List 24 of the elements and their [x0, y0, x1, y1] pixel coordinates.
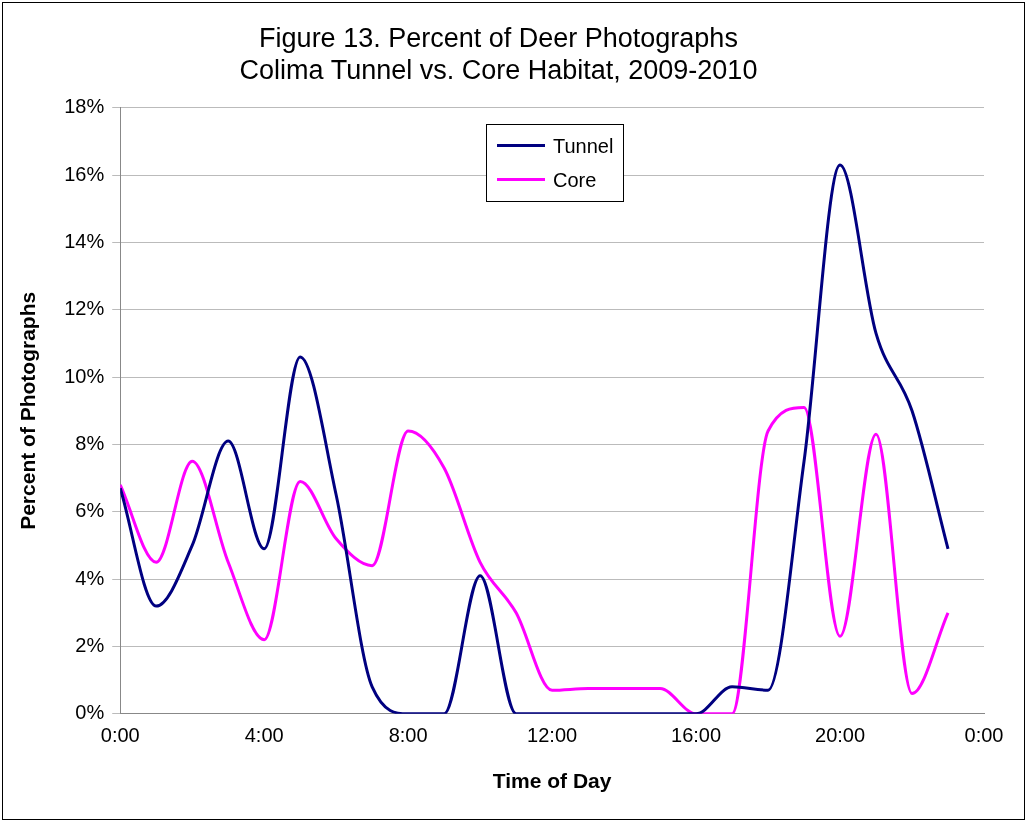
- y-tick-label: 4%: [75, 566, 105, 589]
- x-tick-label: 0:00: [964, 724, 1004, 747]
- chart-title: Figure 13. Percent of Deer Photographs Colima Tunnel vs. Core Habitat, 2009-2010: [239, 22, 758, 86]
- x-tick-label: 12:00: [527, 724, 578, 747]
- y-tick-label: 0%: [75, 701, 105, 724]
- legend-label: Tunnel: [553, 133, 614, 159]
- x-tick-label: 8:00: [388, 724, 428, 747]
- legend-label: Core: [553, 167, 597, 193]
- y-tick-label: 18%: [64, 95, 105, 118]
- x-tick-label: 16:00: [671, 724, 722, 747]
- line-series: [120, 405, 950, 714]
- x-axis-title: Time of Day: [492, 769, 612, 793]
- y-tick-label: 8%: [75, 431, 105, 454]
- y-tick-label: 14%: [64, 229, 105, 252]
- y-tick-label: 16%: [64, 162, 105, 185]
- x-tick-label: 20:00: [815, 724, 866, 747]
- x-tick-label: 0:00: [100, 724, 140, 747]
- x-tick-label: 4:00: [244, 724, 284, 747]
- line-series: [120, 163, 950, 714]
- y-tick-label: 12%: [64, 297, 105, 320]
- y-tick-label: 6%: [75, 499, 105, 522]
- y-axis-title: Percent of Photographs: [16, 291, 40, 530]
- y-tick-label: 2%: [75, 633, 105, 656]
- y-tick-label: 10%: [64, 364, 105, 387]
